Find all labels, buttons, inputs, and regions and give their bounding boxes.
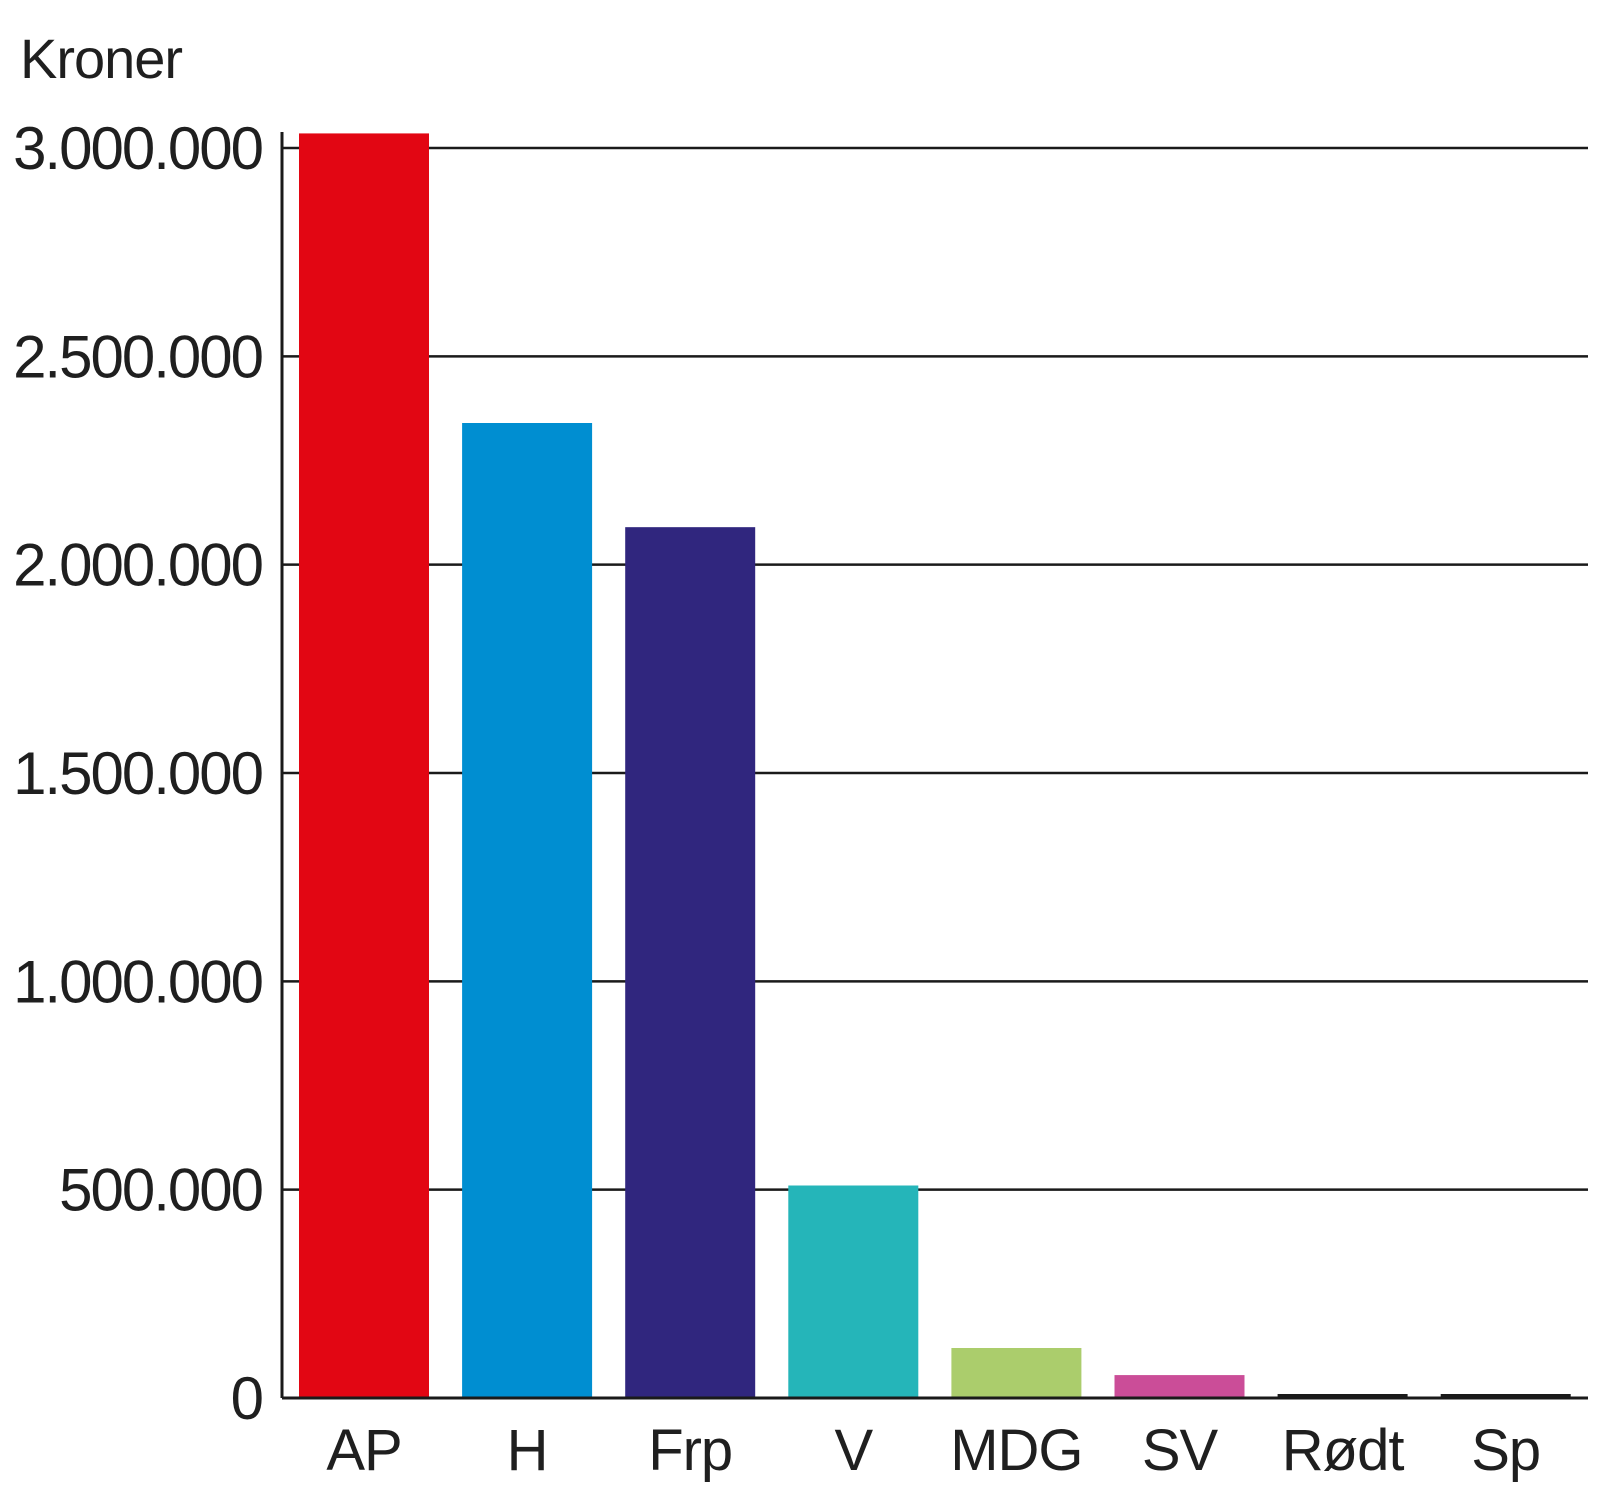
y-tick-label: 1.500.000 <box>13 740 263 807</box>
x-category-label: AP <box>326 1418 401 1483</box>
x-category-label: Sp <box>1471 1418 1540 1483</box>
y-axis-unit-label: Kroner <box>20 27 182 90</box>
x-category-label: MDG <box>950 1418 1082 1483</box>
y-tick-label: 0 <box>231 1365 263 1432</box>
y-tick-label: 2.000.000 <box>13 532 263 599</box>
x-category-label: H <box>507 1418 548 1483</box>
bar-sp <box>1440 1394 1571 1398</box>
x-category-label: SV <box>1142 1418 1219 1483</box>
bar-h <box>462 423 593 1398</box>
bar-frp <box>625 527 756 1398</box>
x-category-label: Rødt <box>1282 1418 1405 1483</box>
y-tick-label: 500.000 <box>59 1157 263 1224</box>
y-tick-label: 1.000.000 <box>13 948 263 1015</box>
y-tick-labels: 0 500.000 1.000.000 1.500.000 2.000.000 2.500… <box>13 115 265 1432</box>
bar-v <box>788 1185 919 1398</box>
bar-sv <box>1114 1375 1245 1398</box>
bar-mdg <box>951 1348 1082 1398</box>
y-tick-label: 2.500.000 <box>13 323 263 390</box>
bar-rødt <box>1277 1394 1408 1398</box>
y-tick-label: 3.000.000 <box>13 115 263 182</box>
bar-ap <box>299 133 429 1399</box>
x-category-label: Frp <box>648 1418 732 1483</box>
axes <box>280 132 1588 1400</box>
bars <box>299 133 1571 1399</box>
x-category-label: V <box>834 1418 873 1483</box>
x-category-labels: AP H Frp V MDG SV Rødt Sp <box>326 1418 1541 1483</box>
